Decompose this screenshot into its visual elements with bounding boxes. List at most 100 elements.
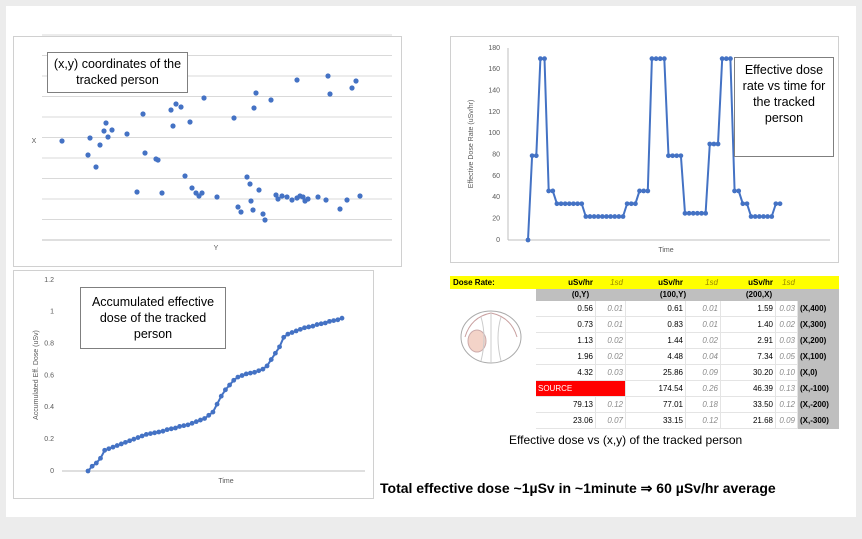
- y-tick-label: 140: [488, 88, 500, 95]
- marker: [670, 153, 675, 158]
- marker: [252, 370, 257, 375]
- table-cell: 4.48: [626, 349, 686, 365]
- marker: [778, 201, 783, 206]
- table-cell: 0.01: [596, 301, 626, 317]
- marker: [131, 437, 136, 442]
- table-cell: 1.40: [721, 317, 776, 333]
- table-cell: 0.02: [776, 317, 798, 333]
- marker: [273, 351, 278, 356]
- marker: [244, 372, 249, 377]
- marker: [575, 201, 580, 206]
- y-tick-label: 0: [496, 237, 500, 244]
- table-cell: 1.44: [626, 333, 686, 349]
- table-cell: (X,200): [798, 333, 839, 349]
- marker: [699, 211, 704, 216]
- marker: [716, 142, 721, 147]
- point: [187, 119, 192, 124]
- point: [173, 101, 178, 106]
- table-row: 0.560.010.610.011.590.03(X,400): [451, 301, 839, 317]
- marker: [769, 214, 774, 219]
- y-tick-label: 120: [488, 109, 500, 116]
- page: {"chart_data":[ {"type":"scatter","annot…: [0, 0, 862, 539]
- marker: [559, 201, 564, 206]
- marker: [119, 442, 124, 447]
- marker: [144, 432, 149, 437]
- marker: [173, 426, 178, 431]
- table-cell: (100,Y): [626, 289, 721, 301]
- table-cell: 174.54: [626, 381, 686, 397]
- marker: [683, 211, 688, 216]
- marker: [600, 214, 605, 219]
- marker: [645, 189, 650, 194]
- y-tick-label: 40: [492, 194, 500, 201]
- y-tick-label: 160: [488, 66, 500, 73]
- marker: [156, 430, 161, 435]
- point: [289, 197, 294, 202]
- table-cell: 0.01: [596, 317, 626, 333]
- point: [284, 194, 289, 199]
- point: [262, 217, 267, 222]
- marker: [765, 214, 770, 219]
- y-tick-label: 20: [492, 216, 500, 223]
- point: [294, 77, 299, 82]
- y-tick-label: 60: [492, 173, 500, 180]
- point: [124, 131, 129, 136]
- marker: [211, 410, 216, 415]
- table-cell: 1sd: [686, 277, 721, 289]
- marker: [335, 317, 340, 322]
- marker: [123, 440, 128, 445]
- marker: [732, 189, 737, 194]
- marker: [236, 375, 241, 380]
- table-cell: (X,100): [798, 349, 839, 365]
- marker: [616, 214, 621, 219]
- point: [260, 211, 265, 216]
- x-axis-label: Time: [658, 247, 673, 254]
- marker: [177, 424, 182, 429]
- table-cell: 0.07: [596, 413, 626, 429]
- marker: [674, 153, 679, 158]
- table-cell: 0.10: [776, 365, 798, 381]
- marker: [161, 429, 166, 434]
- marker: [604, 214, 609, 219]
- y-tick-label: 0: [50, 468, 54, 475]
- table-cell: (X,-100): [798, 381, 839, 397]
- table-cell: SOURCE: [536, 381, 626, 397]
- marker: [641, 189, 646, 194]
- marker: [148, 431, 153, 436]
- table-cell: 0.02: [596, 349, 626, 365]
- table-cell: 0.02: [596, 333, 626, 349]
- marker: [302, 325, 307, 330]
- marker: [281, 335, 286, 340]
- marker: [323, 321, 328, 326]
- y-tick-label: 100: [488, 130, 500, 137]
- marker: [194, 419, 199, 424]
- marker: [223, 387, 228, 392]
- y-tick-label: 0.4: [44, 404, 54, 411]
- marker: [629, 201, 634, 206]
- point: [97, 142, 102, 147]
- point: [268, 97, 273, 102]
- marker: [724, 56, 729, 61]
- marker: [555, 201, 560, 206]
- marker: [534, 153, 539, 158]
- head-icon: [451, 301, 531, 397]
- table-cell: (X,300): [798, 317, 839, 333]
- annotation: Effective dose rate vs time for the trac…: [734, 57, 834, 157]
- marker: [186, 422, 191, 427]
- point: [235, 204, 240, 209]
- marker: [306, 325, 311, 330]
- marker: [206, 413, 211, 418]
- table-cell: (0,Y): [536, 289, 626, 301]
- marker: [745, 201, 750, 206]
- point: [87, 135, 92, 140]
- point: [344, 197, 349, 202]
- table-cell: uSv/hr: [536, 277, 596, 289]
- point: [93, 164, 98, 169]
- marker: [740, 201, 745, 206]
- marker: [102, 448, 107, 453]
- table-cell: [798, 289, 839, 301]
- table-cell: 0.73: [536, 317, 596, 333]
- marker: [240, 373, 245, 378]
- marker: [181, 423, 186, 428]
- table-cell: 46.39: [721, 381, 776, 397]
